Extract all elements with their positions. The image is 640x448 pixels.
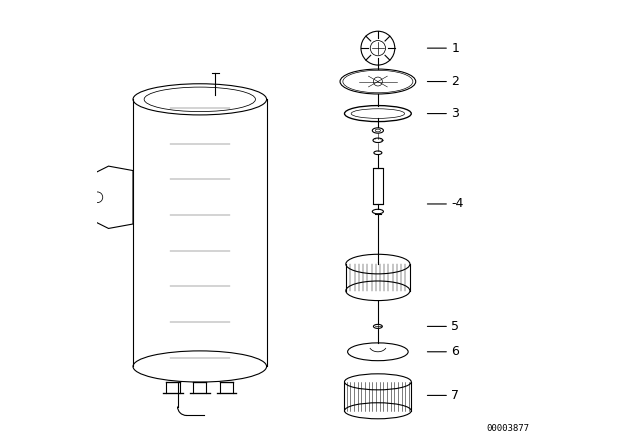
Text: 00003877: 00003877 <box>486 424 529 433</box>
Text: 5: 5 <box>451 320 460 333</box>
Text: 3: 3 <box>451 107 460 120</box>
Text: -4: -4 <box>451 198 464 211</box>
Text: 2: 2 <box>451 75 460 88</box>
Text: 1: 1 <box>451 42 460 55</box>
Text: 6: 6 <box>451 345 460 358</box>
Text: 7: 7 <box>451 389 460 402</box>
